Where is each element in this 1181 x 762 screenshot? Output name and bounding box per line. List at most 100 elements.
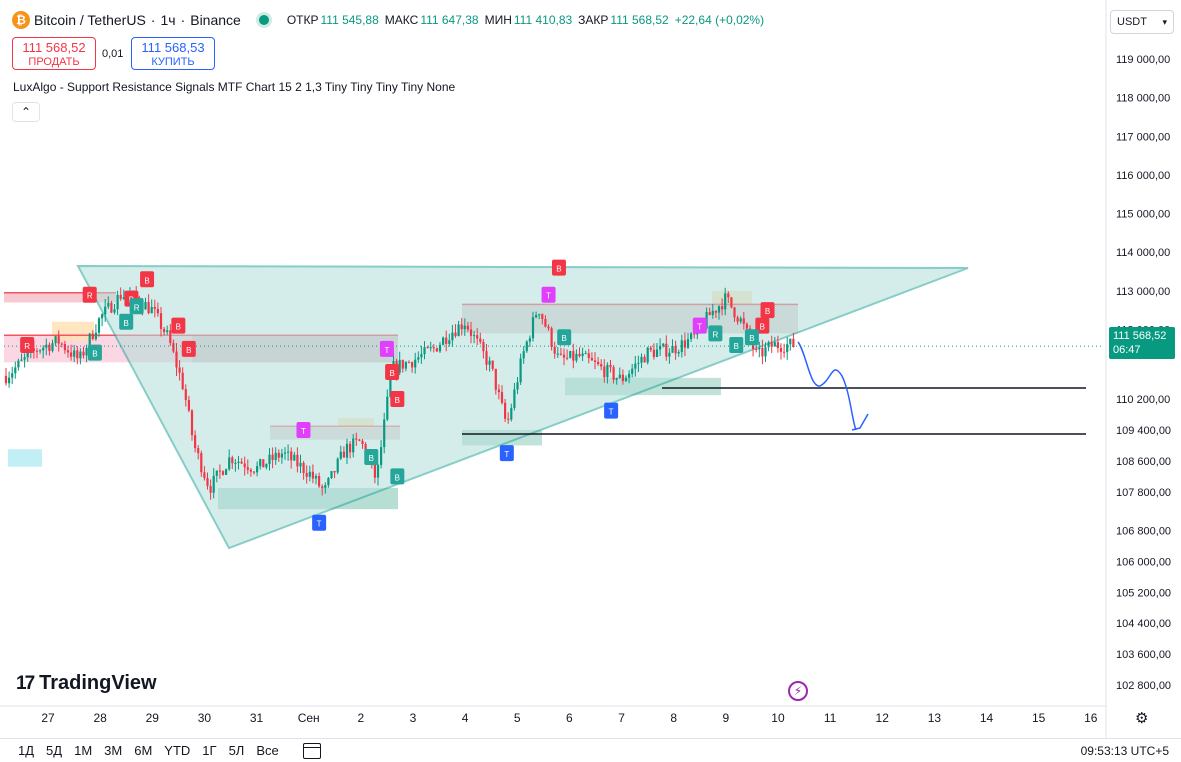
open-label: ОТКР [286, 13, 319, 27]
sell-button[interactable]: 111 568,52 ПРОДАТЬ [12, 37, 96, 70]
range-6m-button[interactable]: 6М [134, 743, 153, 758]
candle-body [215, 470, 218, 476]
indicator-legend[interactable]: LuxAlgo - Support Resistance Signals MTF… [13, 80, 456, 94]
signal-text: B [395, 396, 400, 405]
signal-badge [129, 298, 144, 315]
y-tick-label: 104 400,00 [1116, 618, 1171, 630]
candle-body [779, 347, 783, 352]
signal-badge [82, 286, 97, 303]
candle-body [231, 457, 234, 464]
candle-body [463, 325, 466, 330]
calendar-icon[interactable] [302, 742, 321, 759]
candle-body [70, 352, 73, 357]
candle-body [634, 363, 637, 369]
candle-body [640, 356, 643, 363]
candle-body [4, 375, 8, 384]
candle-body [578, 353, 581, 357]
range-ytd-button[interactable]: YTD [164, 743, 191, 758]
candle-body [655, 349, 659, 358]
candle-body [786, 344, 789, 353]
candle-body [299, 462, 302, 467]
candle-body [17, 360, 20, 368]
supply-zone [52, 321, 94, 342]
candle-body [240, 461, 243, 464]
candle-body [445, 337, 448, 344]
candle-body [54, 336, 57, 344]
candle-body [8, 377, 11, 384]
candle-body [144, 302, 147, 310]
x-tick-label: 31 [250, 711, 264, 725]
candle-body [528, 338, 531, 342]
range-3m-button[interactable]: 3М [104, 743, 123, 758]
buy-price: 111 568,53 [141, 40, 205, 55]
range-5y-button[interactable]: 5Л [228, 743, 245, 758]
candle-body [305, 472, 308, 477]
candle-body [628, 373, 631, 378]
candle-body [237, 461, 240, 463]
candle-body [311, 471, 314, 479]
tradingview-logo[interactable]: 17 TradingView [16, 672, 157, 695]
candle-body [497, 389, 500, 393]
close-value: 111 568,52 [610, 13, 669, 27]
candle-body [761, 347, 764, 357]
buy-button[interactable]: 111 568,53 КУПИТЬ [131, 37, 215, 70]
candle-body [153, 306, 156, 309]
x-tick-label: 7 [618, 711, 625, 725]
chart-header: ₿ Bitcoin / TetherUS · 1ч · Binance ОТКР… [0, 0, 1100, 36]
signal-label: B [119, 313, 134, 330]
candle-body [252, 471, 256, 473]
candle-body [296, 454, 299, 467]
range-1m-button[interactable]: 1М [74, 743, 93, 758]
signal-badge [541, 286, 556, 303]
bar-countdown: 06:47 [1113, 344, 1141, 356]
signal-badge [729, 336, 744, 353]
candle-body [516, 382, 519, 390]
candle-body [544, 318, 547, 327]
y-tick-label: 119 000,00 [1116, 54, 1170, 66]
symbol-name[interactable]: Bitcoin / TetherUS [34, 12, 146, 28]
exchange-name: Binance [190, 12, 241, 28]
signal-text: B [92, 350, 97, 359]
signal-label: T [296, 421, 311, 438]
candle-body [652, 349, 655, 358]
currency-select[interactable]: USDT ▾ [1110, 10, 1174, 34]
candle-body [603, 366, 606, 378]
candle-body [519, 358, 522, 383]
gear-icon[interactable]: ⚙ [1135, 710, 1149, 727]
candle-body [531, 317, 535, 339]
candle-body [618, 374, 621, 379]
x-tick-label: 30 [198, 711, 212, 725]
candle-body [659, 346, 662, 350]
signal-label: R [708, 325, 723, 342]
candle-body [547, 326, 550, 329]
signal-text: B [734, 342, 739, 351]
candle-body [553, 346, 556, 354]
range-5d-button[interactable]: 5Д [46, 743, 63, 758]
candle-body [51, 343, 54, 351]
range-1y-button[interactable]: 1Г [202, 743, 217, 758]
range-all-button[interactable]: Все [256, 743, 279, 758]
collapse-legend-button[interactable]: ⌃ [12, 102, 40, 122]
candle-body [23, 357, 26, 360]
last-price: 111 568,52 [1113, 330, 1167, 342]
signal-badge [20, 336, 35, 353]
candle-body [535, 315, 538, 318]
candle-body [194, 435, 197, 449]
utc-clock[interactable]: 09:53:13 UTC+5 [1080, 744, 1169, 758]
last-price-tag: 111 568,52 06:47 [1109, 327, 1175, 359]
lightning-icon[interactable]: ⚡ [788, 681, 808, 701]
candle-body [792, 338, 795, 347]
x-tick-label: 4 [462, 711, 469, 725]
signal-label: B [551, 259, 566, 276]
signal-text: B [556, 265, 561, 274]
interval[interactable]: 1ч [160, 12, 176, 28]
signal-label: T [604, 402, 619, 419]
candle-body [318, 475, 321, 487]
candle-body [150, 306, 153, 314]
candle-body [612, 367, 615, 380]
range-1d-button[interactable]: 1Д [18, 743, 35, 758]
candle-body [435, 348, 438, 352]
candle-body [429, 347, 432, 349]
signal-text: R [24, 342, 30, 351]
